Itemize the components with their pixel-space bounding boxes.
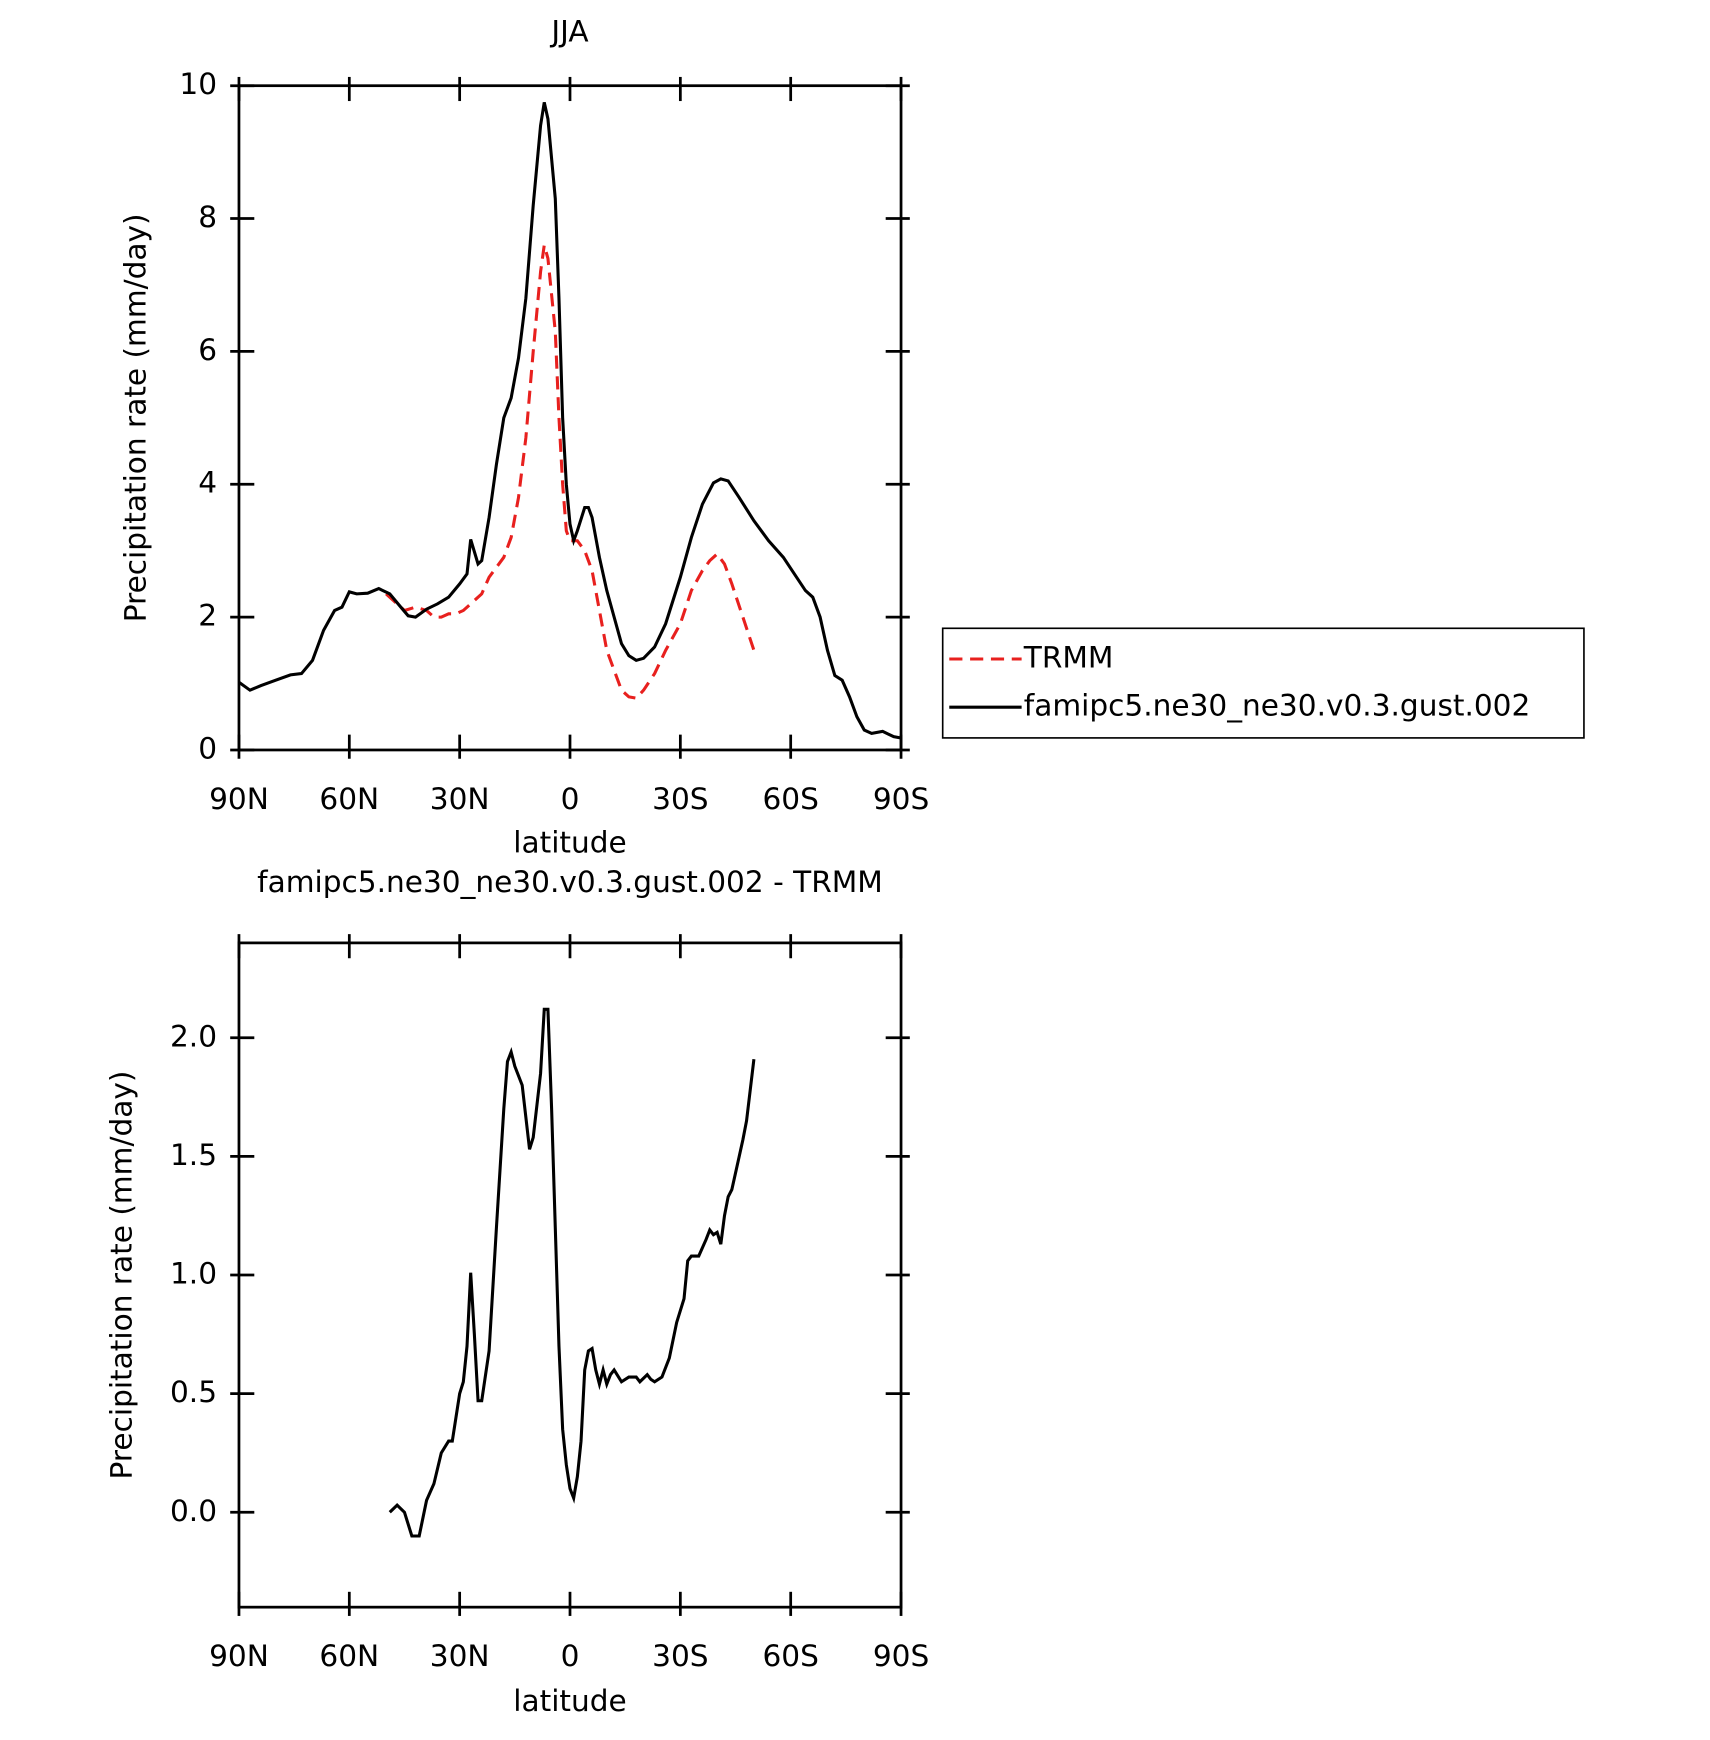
x-tick-label: 90S (873, 782, 929, 816)
y-tick-label: 0 (198, 731, 217, 765)
x-tick-label: 60N (319, 782, 379, 816)
y-axis-label: Precipitation rate (mm/day) (104, 1071, 138, 1480)
x-axis-label: latitude (513, 1684, 626, 1718)
y-tick-label: 1.5 (170, 1138, 217, 1172)
legend-label: TRMM (1023, 640, 1114, 674)
y-tick-label: 1.0 (170, 1257, 217, 1291)
y-tick-label: 0.5 (170, 1375, 217, 1409)
data-line (388, 1007, 756, 1538)
y-tick-label: 4 (198, 466, 217, 500)
x-tick-label: 90N (209, 782, 269, 816)
chart-title: famipc5.ne30_ne30.v0.3.gust.002 - TRMM (257, 865, 883, 899)
x-tick-label: 60S (762, 782, 818, 816)
x-tick-label: 30N (430, 782, 490, 816)
plot-frame (237, 941, 903, 1609)
y-tick-label: 8 (198, 200, 217, 234)
y-tick-label: 6 (198, 333, 217, 367)
x-tick-label: 60S (762, 1639, 818, 1673)
y-tick-label: 10 (179, 67, 217, 101)
x-tick-label: 0 (561, 1639, 580, 1673)
x-tick-label: 90S (873, 1639, 929, 1673)
legend-label: famipc5.ne30_ne30.v0.3.gust.002 (1024, 689, 1531, 723)
plot-frame (237, 84, 903, 752)
x-tick-label: 30S (652, 782, 708, 816)
y-tick-label: 2 (198, 599, 217, 633)
x-tick-label: 30N (430, 1639, 490, 1673)
y-axis-label: Precipitation rate (mm/day) (119, 213, 153, 622)
legend-box (941, 627, 1585, 739)
data-line (238, 101, 902, 740)
x-tick-label: 0 (561, 782, 580, 816)
x-axis-label: latitude (513, 826, 626, 860)
x-tick-label: 90N (209, 1639, 269, 1673)
y-tick-label: 0.0 (170, 1494, 217, 1528)
x-tick-label: 60N (319, 1639, 379, 1673)
data-line (385, 244, 756, 700)
y-tick-label: 2.0 (170, 1019, 217, 1053)
x-tick-label: 30S (652, 1639, 708, 1673)
chart-title: JJA (549, 15, 588, 49)
